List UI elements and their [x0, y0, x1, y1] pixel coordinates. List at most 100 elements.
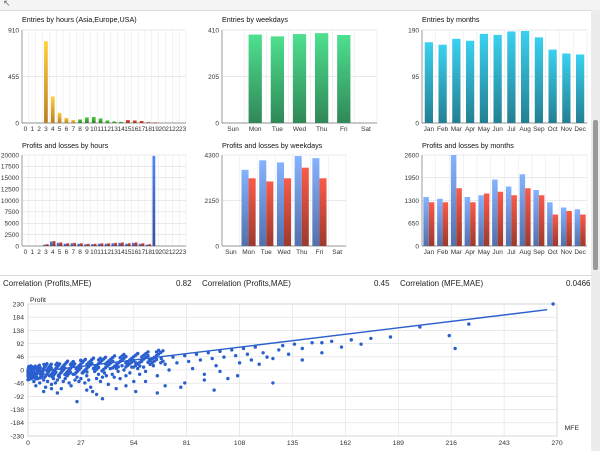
x-tick-label: 27 [77, 440, 85, 447]
bar [141, 243, 145, 246]
scatter-point [467, 322, 471, 326]
bar [450, 155, 457, 246]
scatter-point [54, 362, 58, 367]
x-tick-label: Nov [561, 249, 573, 256]
bar [73, 242, 76, 246]
x-tick-label: Sat [361, 126, 371, 133]
x-tick-label: 4 [51, 126, 55, 133]
x-tick-label: 270 [551, 440, 563, 447]
x-tick-label: 0 [24, 249, 28, 256]
scatter-point [339, 345, 344, 349]
x-tick-label: Tue [272, 126, 283, 133]
x-tick-label: Feb [437, 126, 449, 133]
scatter-point [49, 372, 53, 377]
bar [438, 44, 447, 123]
scatter-point [141, 365, 146, 369]
bar [315, 33, 329, 123]
x-tick-label: Apr [465, 126, 476, 133]
y-tick-label: 1300 [405, 198, 420, 205]
x-tick-label: Tue [261, 249, 272, 256]
y-tick-label: 455 [8, 74, 19, 81]
y-tick-label: 0 [20, 367, 24, 374]
scatter-point [90, 389, 95, 394]
correlation-separator [0, 275, 591, 276]
bar [552, 214, 559, 246]
cursor-icon: ↖ [3, 0, 11, 8]
y-tick-label: 0 [415, 243, 419, 250]
bar [50, 96, 55, 123]
scatter-point [83, 381, 87, 385]
x-tick-label: 1 [30, 126, 34, 133]
bar [119, 121, 123, 123]
bar [80, 243, 83, 246]
scrollbar-thumb[interactable] [593, 120, 598, 270]
scatter-point [159, 356, 163, 361]
bar [145, 244, 149, 246]
y-tick-label: 17500 [1, 164, 19, 171]
bar [91, 116, 96, 123]
x-tick-label: 3 [44, 126, 48, 133]
scatter-point [190, 366, 195, 371]
bar [77, 243, 81, 246]
scatter-point [271, 356, 275, 361]
bar [301, 167, 309, 246]
x-tick-label: Fri [316, 249, 324, 256]
x-axis-title: MFE [565, 425, 580, 432]
scatter-point [98, 379, 103, 384]
scatter-point [447, 333, 451, 338]
scatter-point [124, 384, 128, 388]
scatter-point [74, 367, 78, 371]
scatter-point [140, 355, 144, 359]
scatter-point [320, 351, 324, 355]
y-tick-label: 2500 [5, 232, 20, 239]
bar [84, 244, 87, 246]
scatter-point [111, 366, 115, 370]
x-tick-label: 18 [145, 249, 153, 256]
y-tick-label: -46 [14, 381, 24, 388]
bar [521, 30, 530, 124]
vertical-scrollbar[interactable] [591, 10, 600, 451]
x-tick-label: 10 [90, 126, 98, 133]
x-tick-label: Sun [227, 126, 239, 133]
x-tick-label: 23 [179, 249, 187, 256]
bar [519, 174, 526, 246]
bar [56, 242, 60, 246]
scatter-point [194, 352, 199, 356]
scatter-point [453, 346, 457, 351]
bar [43, 244, 46, 246]
correlation-mfe-mae-label: Correlation (MFE,MAE) [400, 279, 484, 288]
scatter-point [41, 378, 46, 382]
bar [560, 207, 567, 246]
scatter-point [218, 369, 222, 374]
bar [538, 195, 545, 246]
scatter-point [100, 369, 104, 373]
bar [566, 211, 572, 246]
bar [442, 202, 449, 246]
x-tick-label: Oct [548, 249, 558, 256]
y-tick-label: 2150 [205, 198, 220, 205]
scatter-point [72, 372, 77, 376]
scatter-point [159, 361, 163, 365]
scatter-point [43, 385, 48, 389]
scatter-point [61, 379, 65, 384]
x-tick-label: 20 [158, 249, 166, 256]
x-tick-label: 23 [179, 126, 187, 133]
x-tick-label: 21 [165, 249, 173, 256]
bar [91, 244, 94, 246]
y-tick-label: 0 [215, 243, 219, 250]
bar [424, 42, 433, 123]
x-tick-label: Feb [437, 249, 449, 256]
bar [437, 198, 443, 246]
chart-title: Profits and losses by months [422, 141, 514, 150]
bar [100, 243, 104, 246]
scatter-point [35, 368, 39, 372]
x-tick-label: 13 [111, 126, 119, 133]
scatter-point [114, 386, 118, 391]
scatter-point [38, 372, 42, 376]
x-tick-label: Sep [533, 249, 545, 256]
scatter-point [85, 374, 89, 378]
scatter-point [41, 389, 46, 394]
x-tick-label: Mar [451, 249, 463, 256]
bar [574, 209, 581, 246]
scatter-point [155, 391, 160, 395]
